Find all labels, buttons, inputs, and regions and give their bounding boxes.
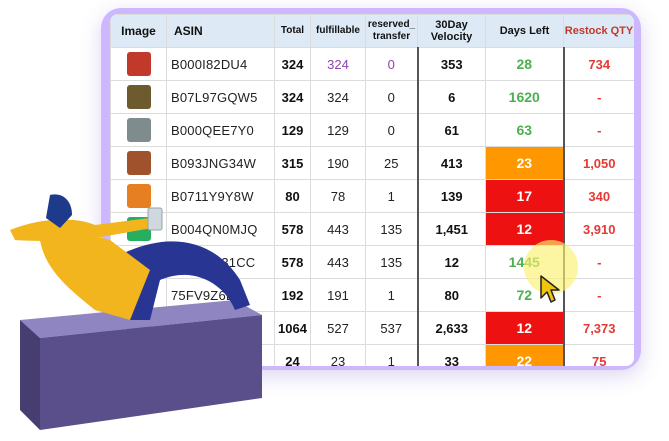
product-image-cell[interactable]: [110, 179, 167, 213]
product-thumbnail: [126, 52, 151, 76]
fulfillable-cell[interactable]: 324: [310, 47, 366, 81]
reserved-header-line2: transfer: [372, 31, 411, 42]
days-left-cell[interactable]: 23: [485, 146, 564, 180]
total-cell[interactable]: 324: [274, 47, 311, 81]
reserved-cell[interactable]: 0: [365, 113, 418, 147]
velocity-cell[interactable]: 12: [416, 245, 486, 279]
fulfillable-cell[interactable]: 191: [310, 278, 366, 312]
fulfillable-cell[interactable]: 129: [310, 113, 366, 147]
total-cell[interactable]: 129: [274, 113, 311, 147]
total-cell[interactable]: 324: [274, 80, 311, 114]
product-image-cell[interactable]: [110, 113, 167, 147]
reserved-cell[interactable]: 135: [365, 212, 418, 246]
column-header-restock[interactable]: Restock QTY: [563, 14, 634, 48]
column-header-total[interactable]: Total: [274, 14, 311, 48]
reserved-cell[interactable]: 537: [365, 311, 418, 345]
velocity-cell[interactable]: 139: [416, 179, 486, 213]
restock-qty-cell[interactable]: -: [562, 80, 634, 114]
restock-qty-cell[interactable]: 7,373: [562, 311, 634, 345]
person-head: [46, 194, 72, 228]
asin-cell[interactable]: B07L97GQW5: [166, 80, 275, 114]
phone-device: [147, 207, 163, 231]
days-left-cell[interactable]: 22: [485, 344, 564, 366]
reserved-cell[interactable]: 135: [365, 245, 418, 279]
velocity-cell[interactable]: 80: [416, 278, 486, 312]
reserved-cell[interactable]: 1: [365, 179, 418, 213]
table-row[interactable]: B000QEE7Y0 129 129 0 61 63-: [110, 113, 634, 147]
velocity-header-line1: 30Day: [435, 19, 468, 31]
reserved-cell[interactable]: 25: [365, 146, 418, 180]
restock-qty-cell[interactable]: -: [562, 113, 634, 147]
product-image-cell[interactable]: [110, 47, 167, 81]
days-left-cell[interactable]: 12: [485, 311, 564, 345]
asin-cell[interactable]: B000QEE7Y0: [166, 113, 275, 147]
fulfillable-cell[interactable]: 190: [310, 146, 366, 180]
inventory-sheet: Image ASIN Total fulfillable reserved_ t…: [110, 14, 634, 366]
column-header-image[interactable]: Image: [110, 14, 167, 48]
restock-qty-cell[interactable]: 340: [562, 179, 634, 213]
table-row[interactable]: B07L97GQW5 324 324 0 6 1620-: [110, 80, 634, 114]
velocity-cell[interactable]: 33: [416, 344, 486, 366]
total-cell[interactable]: 192: [274, 278, 311, 312]
asin-cell[interactable]: B004QN0MJQ: [166, 212, 275, 246]
cursor-icon: [540, 275, 560, 303]
restock-qty-cell[interactable]: 734: [562, 47, 634, 81]
reserved-cell[interactable]: 0: [365, 80, 418, 114]
column-header-reserved[interactable]: reserved_ transfer: [365, 14, 418, 48]
asin-cell[interactable]: B0711Y9Y8W: [166, 179, 275, 213]
restock-qty-cell[interactable]: 1,050: [562, 146, 634, 180]
product-thumbnail: [126, 85, 151, 109]
velocity-cell[interactable]: 61: [416, 113, 486, 147]
days-left-cell[interactable]: 1620: [485, 80, 564, 114]
fulfillable-cell[interactable]: 78: [310, 179, 366, 213]
person-arm: [10, 218, 152, 241]
person-legs: [120, 241, 250, 320]
table-row[interactable]: B000I82DU4 324 324 0 353 28 734: [110, 47, 634, 81]
header-row: Image ASIN Total fulfillable reserved_ t…: [110, 14, 634, 48]
days-left-cell[interactable]: 28: [485, 47, 564, 81]
product-thumbnail: [126, 118, 151, 142]
velocity-cell[interactable]: 6: [416, 80, 486, 114]
days-left-cell[interactable]: 17: [485, 179, 564, 213]
total-cell[interactable]: 315: [274, 146, 311, 180]
reserved-header-line1: reserved_: [367, 19, 416, 30]
product-image-cell[interactable]: [110, 80, 167, 114]
column-header-fulfillable[interactable]: fulfillable: [310, 14, 366, 48]
fulfillable-cell[interactable]: 443: [310, 212, 366, 246]
column-header-velocity[interactable]: 30Day Velocity: [417, 14, 486, 48]
velocity-cell[interactable]: 1,451: [416, 212, 486, 246]
velocity-cell[interactable]: 413: [416, 146, 486, 180]
days-left-cell[interactable]: 63: [485, 113, 564, 147]
asin-cell[interactable]: B093JNG34W: [166, 146, 275, 180]
velocity-cell[interactable]: 2,633: [416, 311, 486, 345]
product-thumbnail: [126, 151, 151, 175]
fulfillable-cell[interactable]: 443: [310, 245, 366, 279]
restock-qty-cell[interactable]: -: [562, 278, 634, 312]
table-row[interactable]: B0711Y9Y8W 80 78 1 139 17 340: [110, 179, 634, 213]
reserved-cell[interactable]: 0: [365, 47, 418, 81]
restock-qty-cell[interactable]: 75: [562, 344, 634, 366]
block-side: [20, 320, 40, 430]
fulfillable-cell[interactable]: 527: [310, 311, 366, 345]
column-header-days-left[interactable]: Days Left: [485, 14, 564, 48]
product-thumbnail: [126, 184, 151, 208]
inventory-table: Image ASIN Total fulfillable reserved_ t…: [110, 14, 634, 366]
fulfillable-cell[interactable]: 324: [310, 80, 366, 114]
asin-cell[interactable]: B000I82DU4: [166, 47, 275, 81]
velocity-header-line2: Velocity: [430, 31, 473, 43]
column-header-asin[interactable]: ASIN: [166, 14, 275, 48]
fulfillable-cell[interactable]: 23: [310, 344, 366, 366]
reserved-cell[interactable]: 1: [365, 344, 418, 366]
velocity-cell[interactable]: 353: [416, 47, 486, 81]
lounging-person-illustration: [10, 194, 262, 430]
reserved-cell[interactable]: 1: [365, 278, 418, 312]
block-front: [40, 315, 262, 430]
table-row[interactable]: B004QN0MJQ 578 443 135 1,451 12 3,910: [110, 212, 634, 246]
restock-qty-cell[interactable]: 3,910: [562, 212, 634, 246]
person-body: [40, 233, 150, 320]
